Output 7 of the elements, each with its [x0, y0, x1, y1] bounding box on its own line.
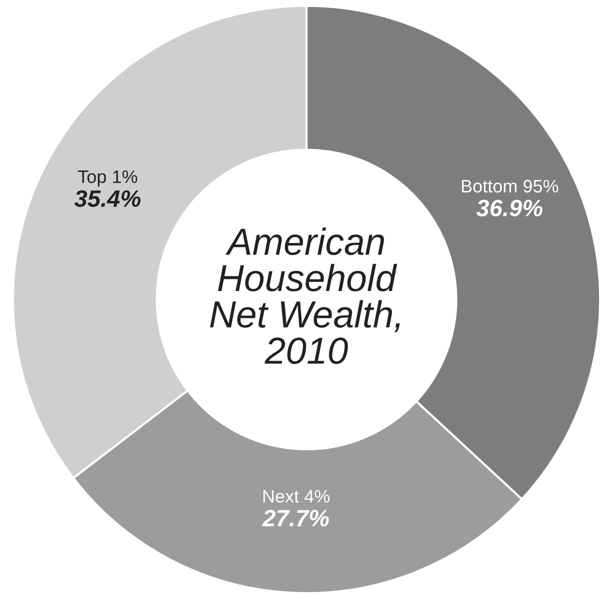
text: American Household Net Wealth, 2010 — [210, 228, 400, 364]
slice-label: Bottom 95% — [462, 180, 558, 193]
data-label: 36.9% — [476, 200, 542, 216]
slice-label: Top 1% — [78, 170, 138, 187]
data-label: 35.4% — [74, 190, 141, 207]
slice-label: Next 4% — [263, 490, 330, 503]
data-label: 27.7% — [262, 510, 329, 526]
